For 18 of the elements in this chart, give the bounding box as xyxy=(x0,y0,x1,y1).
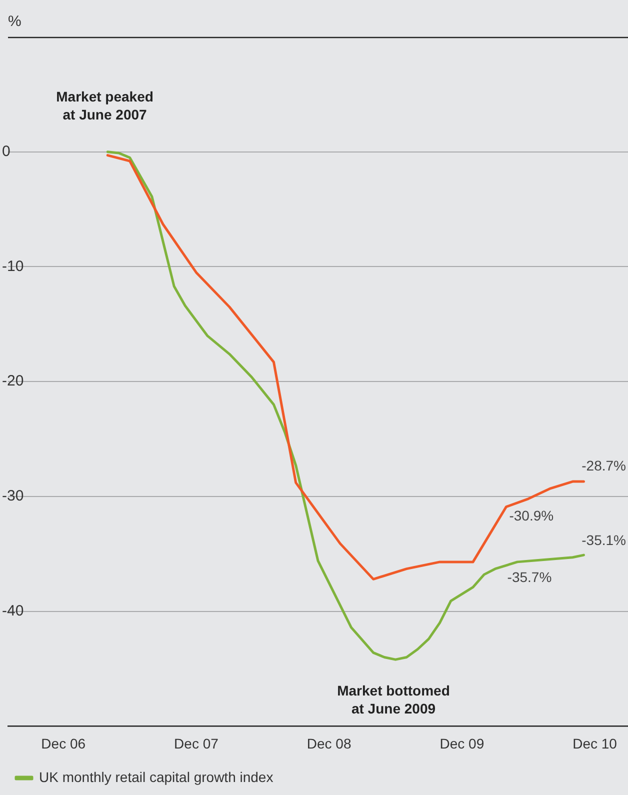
annotation: Market peaked at June 2007 xyxy=(56,88,154,123)
y-tick-label: -30 xyxy=(2,488,24,505)
x-tick-label: Dec 09 xyxy=(440,735,484,752)
y-tick-label: -10 xyxy=(2,258,24,275)
y-tick-label: 0 xyxy=(2,143,10,160)
annotation: -28.7% xyxy=(582,457,626,474)
legend-label: UK monthly retail capital growth index xyxy=(39,768,274,785)
x-tick-label: Dec 07 xyxy=(174,735,219,752)
annotation: -35.1% xyxy=(582,532,626,548)
y-axis-title: % xyxy=(8,13,22,30)
x-tick-label: Dec 06 xyxy=(41,735,86,752)
annotation: Market bottomed at June 2009 xyxy=(337,682,450,716)
y-tick-label: -20 xyxy=(2,372,24,390)
x-tick-label: Dec 08 xyxy=(306,735,352,752)
annotation: -30.9% xyxy=(509,508,554,524)
x-tick-label: Dec 10 xyxy=(572,735,618,752)
annotation: -35.7% xyxy=(507,568,552,585)
y-tick-label: -40 xyxy=(2,602,24,620)
